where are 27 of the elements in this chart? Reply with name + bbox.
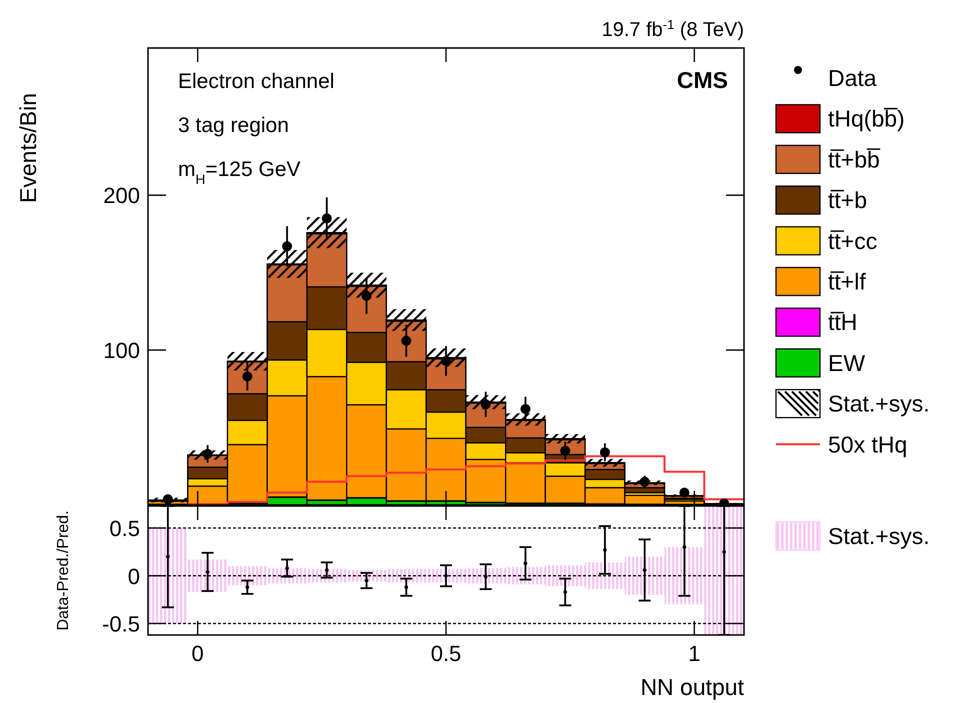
x-tick-label: 0 <box>192 641 204 666</box>
legend-label: EW <box>828 350 866 376</box>
legend-label: tt̅H <box>828 309 858 336</box>
y-axis-title: Events/Bin <box>15 93 41 203</box>
legend-label: Data <box>828 65 877 91</box>
y-tick-label: 100 <box>103 338 140 364</box>
legend-label: Stat.+sys. <box>828 390 930 417</box>
y-tick-label: -0.5 <box>102 612 140 637</box>
legend-label: Stat.+sys. <box>828 523 930 549</box>
annotation: 3 tag region <box>178 114 289 137</box>
x-tick-label: 0.5 <box>430 641 462 666</box>
annotation: m$_{H}$=125 GeV <box>178 158 301 186</box>
legend-label: tt̅+cc <box>828 228 878 254</box>
legend-label: tHq(bb̅) <box>828 106 905 132</box>
legend-label: tt̅+lf <box>828 268 866 294</box>
legend-label: tt̅+b <box>828 187 868 214</box>
legend-label: 50x tHq <box>828 431 908 458</box>
y-tick-label: 0 <box>128 564 140 589</box>
y-tick-label: 0.5 <box>109 516 140 541</box>
annotation: CMS <box>676 67 728 93</box>
annotation: Electron channel <box>178 70 334 93</box>
x-axis-title: NN output <box>640 674 745 700</box>
text: 19.7 fb$^{-1}$ (8 TeV) <box>602 16 744 41</box>
y-axis-title: Data-Pred./Pred. <box>55 510 72 631</box>
x-tick-label: 1 <box>688 641 700 666</box>
legend-label: tt̅+bb̅ <box>828 146 881 172</box>
y-tick-label: 200 <box>103 183 140 208</box>
